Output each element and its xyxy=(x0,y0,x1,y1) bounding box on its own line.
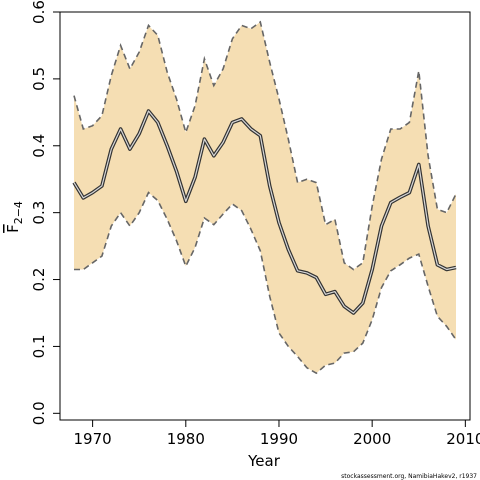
y-tick-label: 0.4 xyxy=(30,134,48,158)
y-axis-title-subscript: 2−4 xyxy=(12,201,25,224)
x-tick-label: 2010 xyxy=(446,430,480,448)
y-tick-label: 0.5 xyxy=(30,67,48,91)
x-tick-label: 1990 xyxy=(260,430,298,448)
source-credit: stockassessment.org, NamibiaHakev2, r193… xyxy=(341,473,477,480)
y-tick-label: 0.1 xyxy=(30,334,48,358)
confidence-band xyxy=(74,22,456,374)
estimate-line xyxy=(73,110,457,314)
y-axis-title-main: F xyxy=(4,224,22,233)
x-tick-label: 1970 xyxy=(74,430,112,448)
plot-frame xyxy=(59,11,471,421)
y-tick-label: 0.0 xyxy=(30,401,48,425)
y-axis-title: F2−4 xyxy=(4,201,25,233)
y-tick-label: 0.3 xyxy=(30,201,48,225)
upper-bound-line xyxy=(73,20,457,271)
x-axis: 1970 1980 1990 2000 2010 xyxy=(74,420,480,448)
y-tick-label: 0.2 xyxy=(30,268,48,292)
y-tick-label: 0.6 xyxy=(30,0,48,24)
y-axis: 0.0 0.1 0.2 0.3 0.4 0.5 0.6 xyxy=(30,0,60,425)
x-tick-label: 2000 xyxy=(353,430,391,448)
lower-bound-line xyxy=(74,191,457,375)
x-tick-label: 1980 xyxy=(167,430,205,448)
x-axis-title: Year xyxy=(247,452,281,470)
